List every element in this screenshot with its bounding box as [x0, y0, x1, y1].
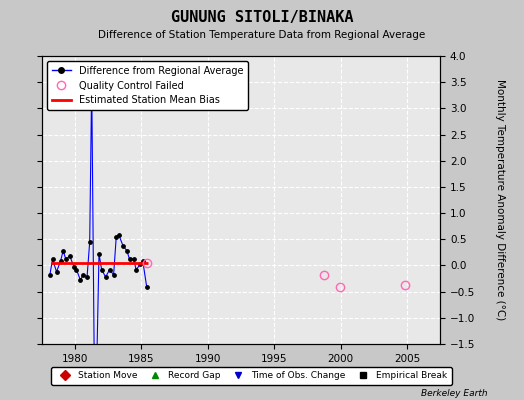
Point: [97, 266, 106, 273]
Point: [56, 258, 64, 264]
Point: [136, 261, 144, 268]
Point: [52, 268, 61, 275]
Legend: Difference from Regional Average, Quality Control Failed, Estimated Station Mean: Difference from Regional Average, Qualit…: [47, 61, 248, 110]
Text: Difference of Station Temperature Data from Regional Average: Difference of Station Temperature Data f…: [99, 30, 425, 40]
Point: [88, 79, 96, 85]
Point: [66, 253, 74, 259]
Point: [102, 274, 110, 280]
Point: [48, 256, 57, 262]
Point: [62, 256, 70, 262]
Point: [105, 266, 114, 273]
Legend: Station Move, Record Gap, Time of Obs. Change, Empirical Break: Station Move, Record Gap, Time of Obs. C…: [51, 367, 452, 385]
Point: [143, 284, 151, 291]
Point: [112, 234, 121, 240]
Point: [139, 258, 147, 264]
Point: [76, 277, 84, 283]
Point: [79, 272, 88, 278]
Point: [123, 248, 131, 254]
Point: [115, 232, 123, 238]
Point: [95, 251, 103, 257]
Point: [46, 272, 54, 278]
Point: [119, 242, 127, 249]
Point: [129, 256, 138, 262]
Point: [70, 263, 78, 270]
Text: GUNUNG SITOLI/BINAKA: GUNUNG SITOLI/BINAKA: [171, 10, 353, 25]
Point: [110, 272, 118, 278]
Text: Berkeley Earth: Berkeley Earth: [421, 389, 487, 398]
Point: [132, 266, 140, 273]
Point: [72, 266, 81, 273]
Point: [83, 274, 91, 280]
Point: [59, 248, 68, 254]
Point: [125, 256, 134, 262]
Y-axis label: Monthly Temperature Anomaly Difference (°C): Monthly Temperature Anomaly Difference (…: [495, 79, 505, 321]
Point: [85, 239, 94, 245]
